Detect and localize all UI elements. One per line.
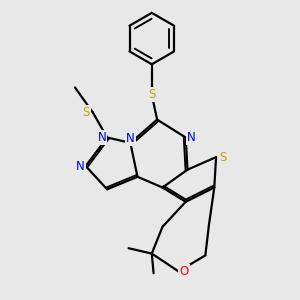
Text: N: N — [76, 160, 85, 172]
Text: S: S — [83, 106, 90, 119]
Text: S: S — [219, 151, 226, 164]
Text: S: S — [148, 88, 155, 101]
Text: N: N — [98, 131, 106, 144]
Text: N: N — [187, 131, 195, 144]
Text: N: N — [126, 132, 135, 145]
Text: O: O — [180, 265, 189, 278]
